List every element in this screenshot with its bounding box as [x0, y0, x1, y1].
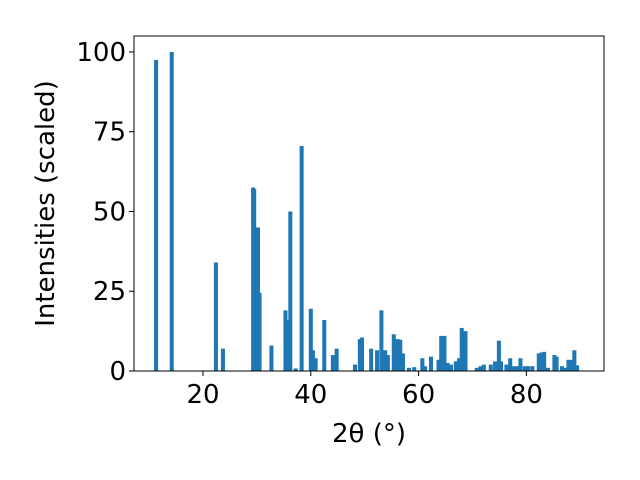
x-axis-label: 2θ (°) — [332, 419, 406, 449]
y-tick-label: 25 — [93, 277, 126, 307]
bar — [569, 359, 574, 371]
bar — [428, 356, 433, 371]
x-ticks-group: 20 40 60 80 — [186, 371, 543, 410]
bar — [293, 368, 298, 371]
y-ticks-group: 0 25 50 75 100 — [76, 38, 134, 387]
bar — [269, 345, 274, 371]
bar — [310, 350, 315, 371]
bar — [508, 358, 513, 371]
bar — [398, 339, 403, 371]
bar — [391, 334, 396, 371]
bar — [496, 340, 501, 371]
x-tick-label: 60 — [402, 380, 435, 410]
bar — [525, 366, 531, 371]
bar — [169, 51, 174, 371]
bar — [412, 367, 417, 371]
bar — [572, 350, 577, 371]
bar — [493, 361, 498, 371]
bar — [566, 359, 571, 371]
bar — [518, 358, 523, 371]
bar — [385, 355, 390, 371]
bar — [530, 366, 535, 371]
bar — [575, 365, 580, 371]
bar — [499, 361, 504, 371]
bar — [481, 364, 486, 371]
bar — [554, 356, 559, 371]
bar — [542, 351, 547, 371]
bar — [352, 364, 358, 371]
bar — [359, 337, 365, 371]
bar — [313, 358, 318, 371]
bar — [511, 366, 517, 371]
bar — [285, 319, 290, 371]
bar — [545, 367, 550, 371]
bar — [420, 358, 425, 371]
bar — [154, 59, 159, 372]
bar — [552, 355, 557, 371]
x-tick-label: 40 — [294, 380, 327, 410]
bar — [423, 366, 428, 371]
bar — [515, 366, 520, 371]
bar — [213, 262, 218, 371]
bar — [369, 348, 374, 371]
bar — [522, 366, 527, 371]
bar — [322, 319, 327, 371]
bar — [334, 348, 339, 371]
bar — [453, 361, 458, 371]
x-tick-label: 20 — [186, 380, 219, 410]
bar — [220, 348, 225, 371]
plot-frame — [133, 35, 605, 372]
bar — [436, 359, 441, 371]
bar — [448, 364, 453, 371]
bar — [478, 366, 483, 371]
bar — [463, 331, 468, 371]
bar — [406, 367, 411, 371]
bar — [283, 310, 288, 371]
bar — [395, 339, 400, 371]
bar — [252, 189, 257, 371]
bar — [288, 211, 293, 371]
bar — [379, 310, 384, 371]
bar — [442, 335, 447, 371]
bar — [299, 146, 304, 371]
x-tick-label: 80 — [510, 380, 543, 410]
bar — [400, 353, 405, 371]
bar — [488, 364, 493, 371]
bar — [308, 308, 313, 371]
y-tick-label: 0 — [109, 357, 126, 387]
bar — [445, 363, 450, 371]
bar — [562, 367, 567, 371]
y-tick-label: 50 — [93, 197, 126, 227]
bar — [357, 339, 362, 371]
bar — [539, 352, 544, 371]
bar — [559, 366, 564, 371]
bar — [330, 355, 335, 371]
bar — [257, 292, 262, 371]
bar — [474, 367, 479, 371]
y-axis-label: Intensities (scaled) — [31, 80, 61, 327]
y-tick-label: 100 — [76, 38, 126, 68]
bar — [383, 350, 388, 371]
bars-group — [154, 51, 580, 372]
bar — [456, 358, 462, 371]
y-tick-label: 75 — [93, 118, 126, 148]
bar — [536, 353, 541, 371]
bar — [504, 364, 509, 371]
bar — [459, 327, 464, 371]
bar — [439, 335, 444, 371]
bar — [375, 350, 380, 371]
